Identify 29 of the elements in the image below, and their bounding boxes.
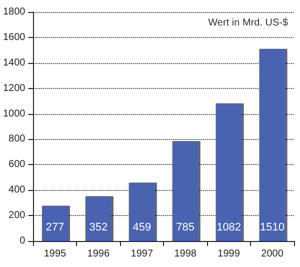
bar xyxy=(42,206,68,241)
bar xyxy=(216,103,242,241)
y-tick-label: 200 xyxy=(8,210,26,222)
data-label: 277 xyxy=(46,222,64,234)
x-tick-label: 1996 xyxy=(87,248,110,260)
y-tick-label: 0 xyxy=(20,236,26,246)
bar xyxy=(259,48,286,241)
x-tick-label: 2000 xyxy=(261,248,284,260)
y-tick-label: 1400 xyxy=(2,57,26,68)
y-tick-label: 1800 xyxy=(2,6,26,18)
data-label: 1082 xyxy=(216,222,242,234)
x-tick-label: 1995 xyxy=(44,248,67,260)
bar xyxy=(128,182,155,241)
bar xyxy=(85,196,112,241)
y-tick-label: 1600 xyxy=(2,32,26,43)
x-tick-label: 1999 xyxy=(218,248,240,260)
y-tick-label: 1200 xyxy=(2,82,26,94)
y-tick-label: 600 xyxy=(8,159,26,170)
y-tick-label: 400 xyxy=(8,184,26,196)
x-tick-label: 1998 xyxy=(174,248,197,260)
annotation: Wert in Mrd. US-$ xyxy=(208,18,288,28)
data-label: 459 xyxy=(132,222,152,234)
y-tick-label: 800 xyxy=(8,134,26,145)
data-label: 1510 xyxy=(260,222,285,234)
data-label: 785 xyxy=(176,222,195,234)
bar xyxy=(172,141,198,241)
y-tick-label: 1000 xyxy=(2,108,26,120)
data-label: 352 xyxy=(89,222,108,234)
x-tick-label: 1997 xyxy=(130,248,154,260)
